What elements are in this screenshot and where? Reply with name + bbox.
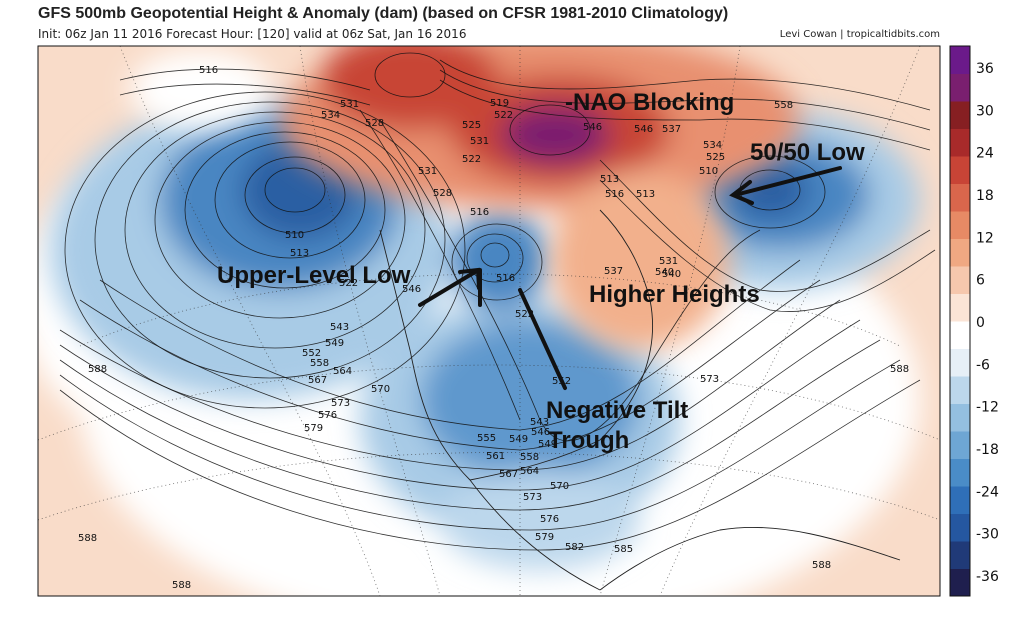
contour-label: 522 (494, 110, 513, 121)
contour-label: 522 (515, 309, 534, 320)
contour-label: 561 (486, 451, 505, 462)
contour-label: 522 (339, 278, 358, 289)
contour-label: 513 (636, 189, 655, 200)
contour-label: 534 (321, 110, 340, 121)
contour-label: 540 (655, 267, 674, 278)
contour-label: 588 (890, 364, 909, 375)
contour-label: 549 (325, 338, 344, 349)
fifty-fifty-low-annotation: 50/50 Low (750, 139, 865, 166)
contour-label: 564 (333, 366, 352, 377)
contour-label: 522 (462, 154, 481, 165)
contour-label: 513 (290, 248, 309, 259)
map-header: GFS 500mb Geopotential Height & Anomaly … (0, 0, 1024, 46)
trough-axis-line (518, 288, 567, 390)
contour-label: 588 (88, 364, 107, 375)
fifty-fifty-arrow (733, 166, 842, 197)
nao-blocking-annotation: -NAO Blocking (565, 89, 734, 116)
contour-label: 516 (470, 207, 489, 218)
contour-label: 534 (703, 140, 722, 151)
contour-label: 564 (520, 466, 539, 477)
contour-label: 543 (330, 322, 349, 333)
contour-label: 582 (565, 542, 584, 553)
contour-label: 546 (634, 124, 653, 135)
map-subtitle: Init: 06z Jan 11 2016 Forecast Hour: [12… (38, 27, 467, 41)
upper-level-low-annotation: Upper-Level Low (217, 262, 411, 289)
contour-label: 525 (706, 152, 725, 163)
negative-tilt-annotation: Negative Tilt (546, 397, 688, 424)
contour-label: 546 (531, 427, 550, 438)
trough-annotation: Trough (548, 427, 629, 454)
contour-label: 573 (523, 492, 542, 503)
higher-heights-annotation: Higher Heights (589, 281, 760, 308)
contour-label: 525 (462, 120, 481, 131)
contour-label: 513 (600, 174, 619, 185)
contour-label: 579 (535, 532, 554, 543)
contour-label: 549 (509, 434, 528, 445)
contour-label: 576 (540, 514, 559, 525)
contour-label: 537 (604, 266, 623, 277)
contour-label: 579 (304, 423, 323, 434)
contour-label: 588 (812, 560, 831, 571)
contour-label: 558 (520, 452, 539, 463)
contour-label: 516 (605, 189, 624, 200)
contour-label: 588 (172, 580, 191, 591)
contour-label: 546 (583, 122, 602, 133)
contour-label: 576 (318, 410, 337, 421)
contour-label: 585 (614, 544, 633, 555)
contour-label: 510 (285, 230, 304, 241)
contour-label: 543 (530, 417, 549, 428)
contour-label: 540 (662, 269, 681, 280)
contour-label: 573 (700, 374, 719, 385)
contour-label: 549 (538, 439, 557, 450)
contour-label: 558 (774, 100, 793, 111)
contour-label: 558 (310, 358, 329, 369)
contour-label: 531 (340, 99, 359, 110)
contour-label: 531 (659, 256, 678, 267)
contour-label: 567 (499, 469, 518, 480)
contour-label: 516 (199, 65, 218, 76)
contour-label: 570 (371, 384, 390, 395)
contour-label: 570 (550, 481, 569, 492)
contour-label: 537 (662, 124, 681, 135)
contour-label: 546 (402, 284, 421, 295)
contour-label: 528 (365, 118, 384, 129)
contour-label: 510 (699, 166, 718, 177)
contour-label: 567 (308, 375, 327, 386)
map-title: GFS 500mb Geopotential Height & Anomaly … (38, 5, 729, 22)
upper-level-low-arrow (418, 270, 477, 307)
contour-label: 573 (331, 398, 350, 409)
contour-label: 588 (78, 533, 97, 544)
contour-label: 531 (418, 166, 437, 177)
fifty-fifty-arrow-head (729, 180, 754, 205)
contour-label-layer: 516 531 534 528 510 513 519 522 525 531 … (78, 65, 909, 591)
contour-label: 531 (470, 136, 489, 147)
contour-label: 516 (496, 273, 515, 284)
map-credit: Levi Cowan | tropicaltidbits.com (779, 29, 940, 40)
contour-label: 519 (490, 98, 509, 109)
contour-label: 555 (477, 433, 496, 444)
contour-label: 528 (433, 188, 452, 199)
contour-label: 552 (302, 348, 321, 359)
